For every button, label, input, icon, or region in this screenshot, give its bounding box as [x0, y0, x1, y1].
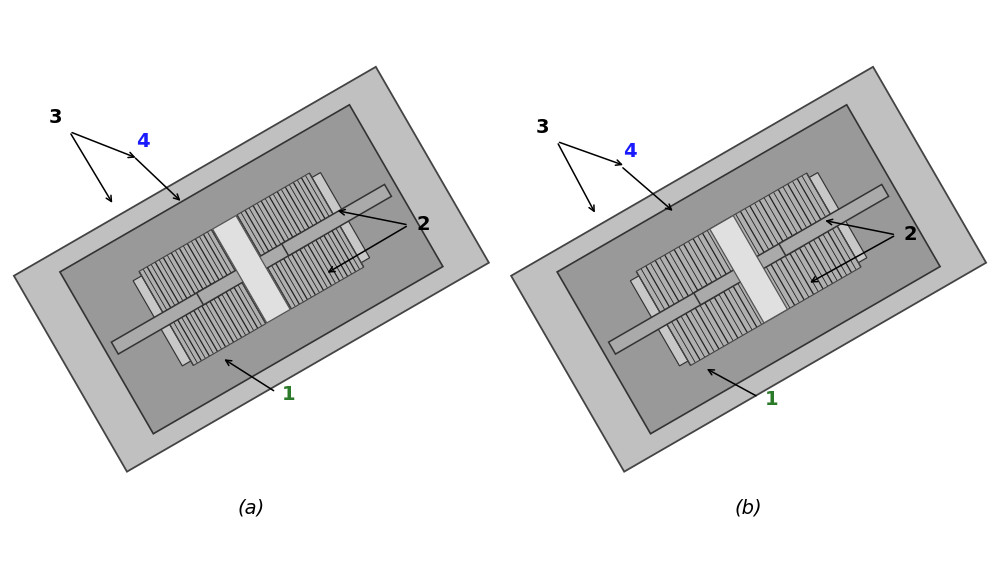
Text: 3: 3: [49, 108, 62, 127]
Polygon shape: [237, 173, 335, 260]
Polygon shape: [111, 283, 221, 354]
Polygon shape: [630, 173, 867, 366]
Text: (b): (b): [735, 498, 762, 517]
Polygon shape: [60, 105, 443, 434]
Polygon shape: [779, 185, 889, 256]
Polygon shape: [557, 105, 940, 434]
Polygon shape: [168, 279, 266, 365]
Polygon shape: [636, 173, 832, 316]
Text: (a): (a): [238, 498, 265, 517]
Polygon shape: [710, 215, 787, 323]
Text: 2: 2: [416, 215, 430, 235]
Text: 4: 4: [136, 132, 149, 151]
Polygon shape: [213, 215, 290, 323]
Polygon shape: [665, 223, 861, 365]
Polygon shape: [609, 283, 718, 354]
Text: 4: 4: [623, 142, 637, 161]
Polygon shape: [511, 67, 986, 471]
Polygon shape: [96, 143, 407, 396]
Polygon shape: [282, 185, 391, 256]
Text: 3: 3: [536, 118, 549, 136]
Text: 2: 2: [903, 225, 917, 244]
Polygon shape: [14, 67, 489, 471]
Polygon shape: [266, 223, 364, 309]
Text: 1: 1: [282, 385, 295, 404]
Text: 1: 1: [764, 390, 778, 409]
Polygon shape: [694, 233, 803, 305]
Polygon shape: [197, 233, 306, 305]
Polygon shape: [133, 173, 370, 366]
Polygon shape: [593, 143, 904, 396]
Polygon shape: [139, 229, 237, 316]
